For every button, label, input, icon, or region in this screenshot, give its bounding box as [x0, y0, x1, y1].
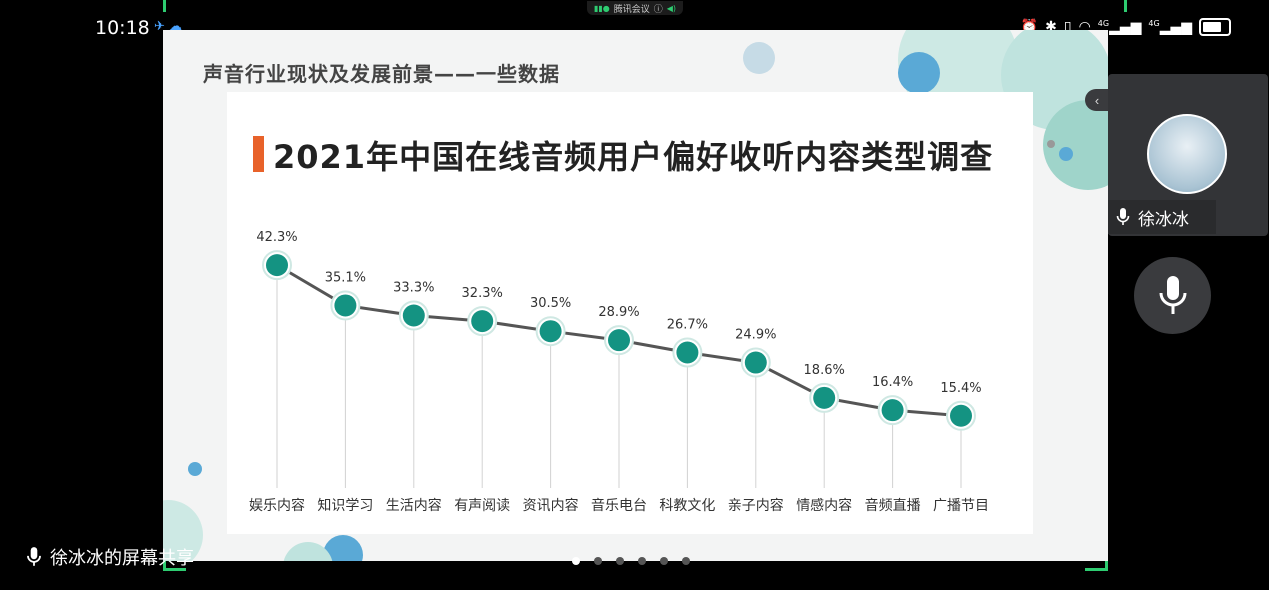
data-label: 15.4%	[940, 381, 981, 396]
status-time: 10:18	[95, 17, 150, 39]
data-label: 32.3%	[462, 286, 503, 301]
decor-circle	[743, 42, 775, 74]
category-label: 娱乐内容	[249, 497, 305, 514]
category-label: 音乐电台	[591, 497, 647, 514]
page-dot[interactable]	[638, 557, 646, 565]
share-frame-corner-tr	[1104, 0, 1127, 12]
meeting-app-name: 腾讯会议	[613, 4, 650, 15]
category-label: 音频直播	[865, 497, 921, 514]
data-label: 24.9%	[735, 328, 776, 343]
category-label: 情感内容	[796, 497, 852, 514]
network-label-2: 4G	[1148, 18, 1160, 28]
page-indicator[interactable]	[572, 557, 690, 565]
data-label: 30.5%	[530, 296, 571, 311]
chart-card: 2021年中国在线音频用户偏好收听内容类型调查 42.3% 娱乐内容 35.1% 知识…	[227, 92, 1033, 534]
data-point	[402, 304, 425, 327]
microphone-icon	[27, 547, 41, 566]
page-dot[interactable]	[572, 557, 580, 565]
data-label: 26.7%	[667, 317, 708, 332]
data-point	[950, 404, 972, 427]
meeting-indicator[interactable]: ▮▮● 腾讯会议 ⓘ ◀)	[587, 1, 683, 15]
info-icon: ⓘ	[653, 4, 663, 15]
chart-title-accent	[253, 136, 264, 172]
category-label: 亲子内容	[728, 497, 784, 514]
category-label: 科教文化	[659, 498, 715, 514]
data-point	[608, 329, 630, 352]
page-dot[interactable]	[594, 557, 602, 565]
battery-icon	[1199, 18, 1231, 36]
data-point	[334, 294, 357, 317]
data-label: 42.3%	[256, 230, 297, 245]
network-label-1: 4G	[1097, 18, 1110, 28]
category-label: 资讯内容	[523, 497, 579, 514]
category-label: 生活内容	[386, 497, 442, 514]
line-chart: 42.3% 娱乐内容 35.1% 知识学习 33.3% 生活内容 32.3% 有声阅读 30.5…	[249, 230, 989, 514]
category-label: 有声阅读	[454, 497, 510, 514]
participant-video-tile[interactable]: 徐冰冰	[1108, 74, 1268, 236]
signal-icon-1: 4G▂▄▆	[1097, 18, 1142, 36]
decor-circle	[898, 52, 940, 94]
shared-slide: 声音行业现状及发展前景——一些数据 2021年中国在线音频用户偏好收听内容类型调…	[163, 30, 1108, 561]
category-label: 知识学习	[317, 497, 373, 514]
signal-icon-2: 4G▂▄▆	[1148, 18, 1192, 36]
signal-strength-icon: ▮▮●	[593, 3, 610, 13]
decor-circle	[188, 462, 202, 476]
screen-share-text: 徐冰冰的屏幕共享	[50, 548, 194, 569]
mute-toggle-button[interactable]	[1134, 257, 1211, 334]
participant-avatar	[1147, 114, 1227, 194]
data-point	[539, 320, 562, 343]
vibrate-icon: ▯	[1063, 19, 1072, 35]
chart-title: 2021年中国在线音频用户偏好收听内容类型调查	[273, 138, 994, 176]
slide-title: 声音行业现状及发展前景——一些数据	[203, 62, 560, 86]
data-point	[744, 351, 767, 374]
category-label: 广播节目	[933, 498, 989, 514]
participant-name-bar: 徐冰冰	[1108, 200, 1216, 234]
microphone-icon	[1116, 208, 1130, 225]
data-label: 16.4%	[872, 375, 913, 390]
data-point	[813, 386, 836, 409]
data-point	[266, 254, 288, 277]
microphone-icon	[1159, 275, 1186, 314]
decor-circle	[1059, 147, 1073, 161]
bluetooth-icon: ✱	[1045, 19, 1057, 35]
screen-share-label: 徐冰冰的屏幕共享	[26, 544, 194, 570]
data-point	[676, 341, 699, 364]
participant-name: 徐冰冰	[1138, 209, 1189, 230]
data-point	[471, 310, 494, 333]
share-frame-corner-tl	[163, 0, 186, 12]
page-dot[interactable]	[616, 557, 624, 565]
data-label: 35.1%	[325, 270, 366, 285]
decor-circle	[1047, 140, 1055, 148]
data-point	[881, 399, 904, 422]
decor-circle	[283, 542, 333, 561]
data-label: 28.9%	[598, 305, 639, 320]
collapse-panel-button[interactable]: ‹	[1085, 89, 1109, 111]
page-dot[interactable]	[682, 557, 690, 565]
data-label: 18.6%	[804, 363, 845, 378]
data-label: 33.3%	[393, 281, 434, 296]
page-dot[interactable]	[660, 557, 668, 565]
speaker-icon: ◀)	[666, 3, 677, 13]
